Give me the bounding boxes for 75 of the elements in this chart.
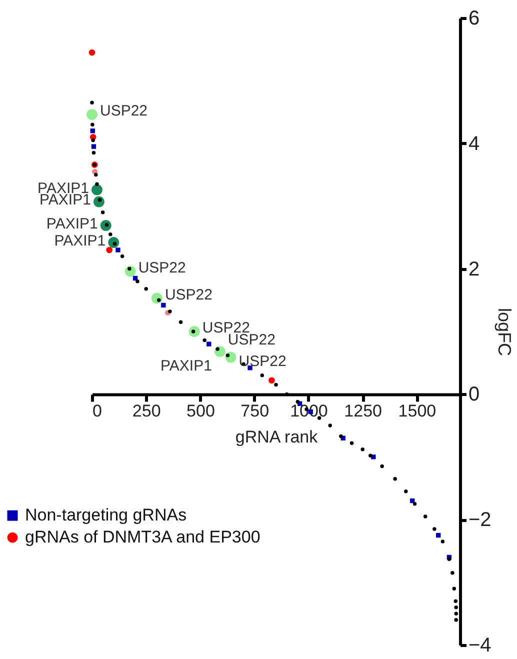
- point: [423, 514, 428, 518]
- x-tick-label: 250: [132, 402, 161, 421]
- point: [86, 109, 98, 120]
- point: [168, 310, 172, 314]
- point: [92, 184, 102, 196]
- annotation: USP22: [138, 259, 186, 276]
- x-tick-label: 750: [240, 402, 270, 421]
- point: [454, 612, 458, 616]
- point: [350, 441, 354, 445]
- point: [432, 527, 436, 531]
- point: [88, 49, 96, 56]
- y-tick-label: 2: [468, 258, 480, 280]
- point: [368, 454, 372, 458]
- point: [108, 232, 112, 236]
- point: [452, 586, 456, 590]
- point: [90, 100, 94, 105]
- y-tick-label: −4: [468, 634, 492, 656]
- legend-label: gRNAs of DNMT3A and EP300: [25, 528, 260, 547]
- point: [100, 210, 105, 214]
- point: [206, 342, 212, 346]
- point: [128, 266, 132, 271]
- point: [91, 138, 95, 142]
- point: [260, 374, 264, 378]
- x-tick-label: 500: [186, 402, 215, 421]
- legend-label: Non-targeting gRNAs: [25, 506, 187, 525]
- annotation: USP22: [238, 353, 286, 370]
- point: [296, 400, 300, 404]
- point: [91, 144, 96, 149]
- point: [116, 248, 120, 252]
- annotation: PAXIP1: [46, 216, 98, 233]
- y-axis-title: logFC: [494, 308, 514, 356]
- point: [90, 122, 94, 126]
- point: [120, 254, 124, 258]
- annotation: PAXIP1: [160, 358, 212, 375]
- point: [436, 532, 441, 538]
- point: [226, 353, 230, 358]
- point: [447, 557, 452, 561]
- x-tick-label: 0: [92, 402, 102, 421]
- point: [95, 182, 99, 186]
- point: [339, 434, 343, 438]
- point: [216, 347, 220, 351]
- y-tick-label: 4: [468, 132, 480, 155]
- point: [412, 502, 417, 506]
- point: [393, 476, 397, 481]
- point: [274, 382, 278, 387]
- y-tick-label: 0: [468, 384, 480, 406]
- point: [328, 424, 332, 428]
- point: [178, 320, 183, 324]
- point: [136, 279, 140, 284]
- point: [202, 338, 206, 342]
- point: [454, 606, 458, 610]
- annotation: USP22: [100, 102, 148, 120]
- point: [454, 618, 458, 622]
- point: [144, 286, 148, 291]
- point: [161, 302, 166, 308]
- point: [360, 448, 364, 452]
- x-tick-label: 1250: [344, 402, 382, 421]
- y-tick-label: 6: [468, 8, 480, 30]
- x-axis-title: gRNA rank: [235, 428, 318, 447]
- point: [454, 599, 458, 603]
- point: [268, 377, 275, 384]
- y-tick-label: −2: [468, 509, 492, 532]
- annotation: PAXIP1: [54, 232, 106, 250]
- annotation: USP22: [164, 286, 212, 304]
- point: [404, 490, 408, 494]
- point: [380, 464, 384, 468]
- point: [106, 246, 112, 254]
- point: [284, 392, 289, 396]
- annotation: USP22: [228, 332, 276, 349]
- point: [450, 571, 454, 575]
- point: [94, 172, 98, 177]
- x-tick-label: 1500: [398, 402, 436, 421]
- point: [440, 540, 445, 544]
- point: [90, 128, 95, 134]
- point: [92, 150, 96, 155]
